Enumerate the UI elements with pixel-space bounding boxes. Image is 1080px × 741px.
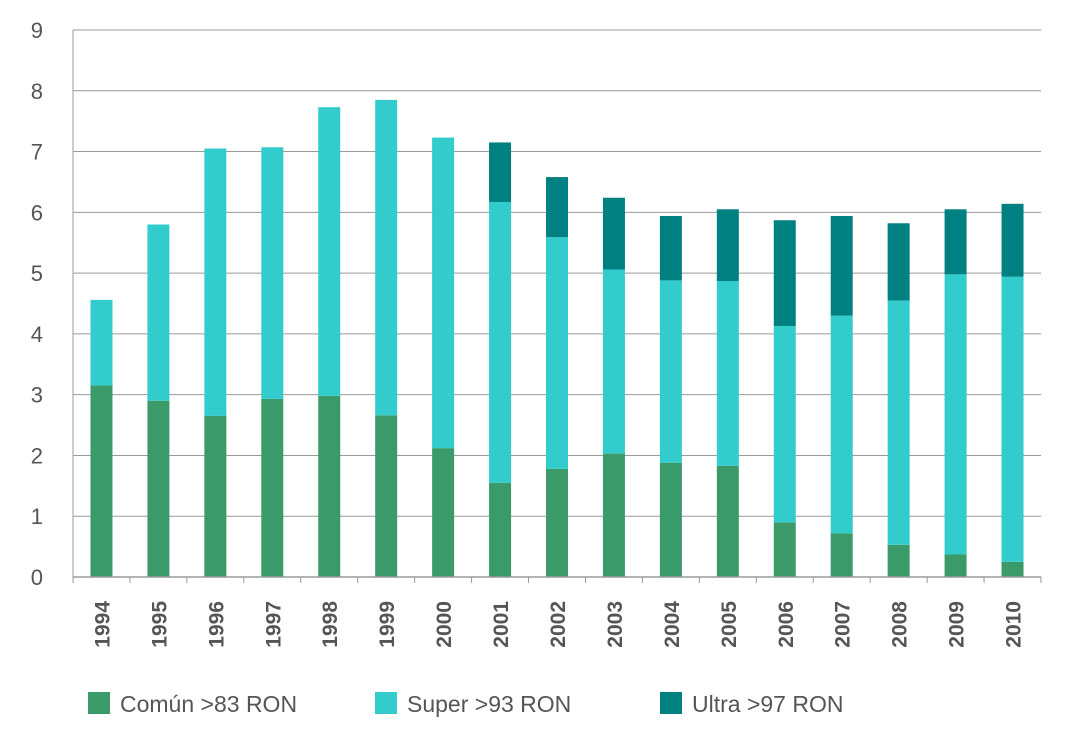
bar-1995-series-2 xyxy=(147,224,170,401)
x-tick-label: 1999 xyxy=(376,601,399,648)
bar-1995-series-1 xyxy=(147,400,170,577)
x-tick-label: 1996 xyxy=(205,601,228,648)
x-tick-label: 2008 xyxy=(889,601,912,648)
y-tick-label: 2 xyxy=(31,443,43,468)
x-tick-label: 2002 xyxy=(547,601,570,648)
bar-1998-series-1 xyxy=(318,395,341,577)
bar-2000-series-2 xyxy=(432,137,455,449)
bar-2006-series-1 xyxy=(773,522,796,577)
legend-swatch xyxy=(88,692,110,714)
y-tick-label: 4 xyxy=(31,322,43,347)
bar-1999-series-2 xyxy=(375,99,398,416)
legend-item-2: Super >93 RON xyxy=(375,691,571,717)
x-tick-label: 1998 xyxy=(319,601,342,648)
x-tick-label: 2009 xyxy=(946,601,969,648)
bar-2009-series-3 xyxy=(944,209,967,275)
bar-2009-series-1 xyxy=(944,554,967,577)
legend-item-3: Ultra >97 RON xyxy=(660,691,843,717)
bar-2009-series-2 xyxy=(944,274,967,555)
bar-2001-series-3 xyxy=(489,142,512,203)
bar-2003-series-1 xyxy=(602,453,625,577)
bar-2002-series-2 xyxy=(546,237,568,469)
y-tick-label: 1 xyxy=(31,504,43,529)
bar-1998-series-2 xyxy=(318,107,341,396)
bar-1994-series-1 xyxy=(90,385,113,577)
bar-2006-series-2 xyxy=(773,325,796,523)
x-tick-label: 1994 xyxy=(91,601,114,648)
x-tick-label: 1995 xyxy=(148,601,171,648)
bar-2008-series-1 xyxy=(887,544,910,577)
bar-2007-series-1 xyxy=(830,533,853,577)
x-tick-label: 2000 xyxy=(433,601,456,648)
bar-2001-series-1 xyxy=(489,482,512,577)
y-tick-label: 7 xyxy=(31,140,43,165)
bar-2008-series-3 xyxy=(887,223,910,301)
bars xyxy=(90,99,1024,577)
x-tick-label: 2004 xyxy=(661,601,684,648)
bar-2004-series-1 xyxy=(659,462,682,577)
legend-label: Super >93 RON xyxy=(407,691,571,717)
bar-2003-series-2 xyxy=(602,269,625,454)
x-tick-label: 2010 xyxy=(1003,601,1026,648)
y-tick-label: 8 xyxy=(31,79,43,104)
bar-2010-series-3 xyxy=(1001,203,1024,277)
axes xyxy=(72,30,1042,583)
legend-label: Ultra >97 RON xyxy=(692,691,843,717)
y-tick-label: 0 xyxy=(31,565,43,590)
bar-1996-series-2 xyxy=(204,148,227,416)
bar-2004-series-3 xyxy=(659,215,682,281)
x-tick-label: 2005 xyxy=(718,601,741,648)
y-tick-label: 5 xyxy=(31,261,43,286)
bar-2004-series-2 xyxy=(659,280,682,463)
legend-item-1: Común >83 RON xyxy=(88,691,297,717)
x-tick-label: 2003 xyxy=(604,601,627,648)
bar-2006-series-3 xyxy=(773,220,796,326)
x-tick-label: 1997 xyxy=(262,601,285,648)
x-tick-label: 2001 xyxy=(490,601,513,648)
bar-2010-series-1 xyxy=(1001,561,1024,577)
y-tick-labels: 0 1 2 3 4 5 6 7 8 9 xyxy=(31,18,43,590)
x-tick-label: 2006 xyxy=(775,601,798,648)
bar-2002-series-3 xyxy=(546,177,568,238)
bar-2000-series-1 xyxy=(432,448,455,577)
bar-2010-series-2 xyxy=(1001,276,1024,562)
bar-1997-series-2 xyxy=(261,147,284,399)
y-tick-label: 6 xyxy=(31,200,43,225)
bar-1997-series-1 xyxy=(261,398,284,577)
bar-2002-series-1 xyxy=(546,468,568,577)
bar-2005-series-2 xyxy=(716,281,739,466)
bar-2008-series-2 xyxy=(887,300,910,545)
bar-1996-series-1 xyxy=(204,415,227,577)
legend-label: Común >83 RON xyxy=(120,691,297,717)
legend: Común >83 RON Super >93 RON Ultra >97 RON xyxy=(88,691,843,717)
y-tick-label: 9 xyxy=(31,18,43,43)
bar-2005-series-3 xyxy=(716,209,739,282)
bar-2001-series-2 xyxy=(489,202,512,483)
x-tick-label: 2007 xyxy=(832,601,855,648)
bar-2005-series-1 xyxy=(716,465,739,577)
bar-2003-series-3 xyxy=(602,197,625,270)
x-tick-labels: 1994 1995 1996 1997 1998 1999 2000 2001 2002 2003… xyxy=(91,601,1025,648)
bar-2007-series-3 xyxy=(830,215,853,316)
bar-2007-series-2 xyxy=(830,315,853,534)
bar-1999-series-1 xyxy=(375,415,398,577)
legend-swatch xyxy=(375,692,397,714)
y-tick-label: 3 xyxy=(31,383,43,408)
legend-swatch xyxy=(660,692,682,714)
bar-1994-series-2 xyxy=(90,299,113,386)
